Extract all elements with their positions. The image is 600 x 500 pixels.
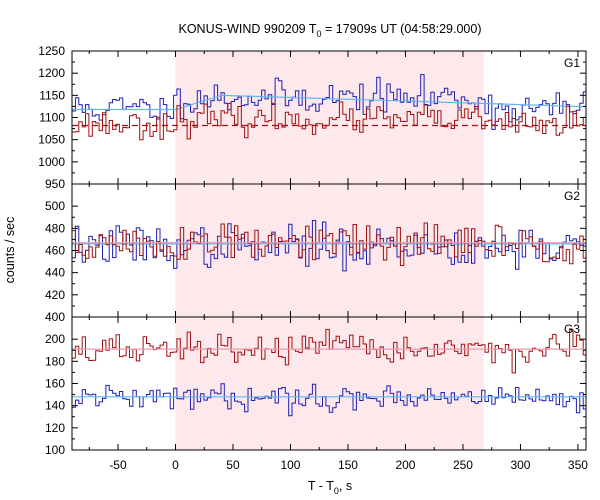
y-tick-label-g3: 200 — [45, 332, 65, 346]
y-tick-label-g1: 1000 — [38, 155, 65, 169]
y-tick-label-g3: 140 — [45, 399, 65, 413]
y-tick-label-g1: 1250 — [38, 44, 65, 58]
x-tick-label: 100 — [280, 458, 300, 472]
series-g2-blue — [72, 220, 586, 272]
x-tick-label: 300 — [510, 458, 530, 472]
y-tick-label-g2: 420 — [45, 288, 65, 302]
y-tick-label-g2: 480 — [45, 221, 65, 235]
series-g3-red — [72, 328, 586, 374]
y-tick-label-g3: 160 — [45, 377, 65, 391]
y-tick-label-g2: 400 — [45, 310, 65, 324]
y-tick-label-g3: 120 — [45, 421, 65, 435]
y-tick-label-g2: 440 — [45, 266, 65, 280]
x-axis-label: T - T0, s — [308, 479, 352, 496]
y-tick-label-g2: 500 — [45, 199, 65, 213]
panel-g2-series — [72, 220, 586, 272]
x-tick-label: 0 — [172, 458, 179, 472]
panel-label-g2: G2 — [564, 189, 580, 203]
y-tick-label-g1: 1050 — [38, 133, 65, 147]
axes-layer: 950100010501100115012001250G140042044046… — [38, 44, 588, 472]
y-tick-label-g1: 1100 — [39, 111, 65, 125]
series-g1-red — [72, 101, 586, 141]
x-tick-label: 50 — [226, 458, 240, 472]
data-layer — [72, 74, 586, 417]
series-g3-blue — [72, 383, 586, 417]
panel-label-g1: G1 — [564, 56, 580, 70]
y-tick-label-g1: 1150 — [39, 88, 65, 102]
panel-label-g3: G3 — [564, 322, 580, 336]
y-tick-label-g1: 950 — [45, 177, 65, 191]
y-tick-label-g3: 180 — [45, 354, 65, 368]
y-tick-label-g1: 1200 — [38, 66, 65, 80]
y-tick-label-g3: 100 — [45, 443, 65, 457]
series-g2-red — [72, 222, 586, 266]
y-tick-label-g2: 460 — [45, 244, 65, 258]
y-axis-label: counts / sec — [3, 217, 17, 284]
x-tick-label: 250 — [453, 458, 473, 472]
x-tick-label: 350 — [568, 458, 588, 472]
chart-title: KONUS-WIND 990209 T0 = 17909s UT (04:58:… — [179, 22, 482, 39]
x-tick-label: 150 — [338, 458, 358, 472]
background-fit-g1-blue — [72, 94, 586, 111]
panel-g1-series — [72, 74, 586, 141]
x-tick-label: 200 — [395, 458, 415, 472]
panel-g3-series — [72, 328, 586, 417]
x-tick-label: -50 — [109, 458, 127, 472]
